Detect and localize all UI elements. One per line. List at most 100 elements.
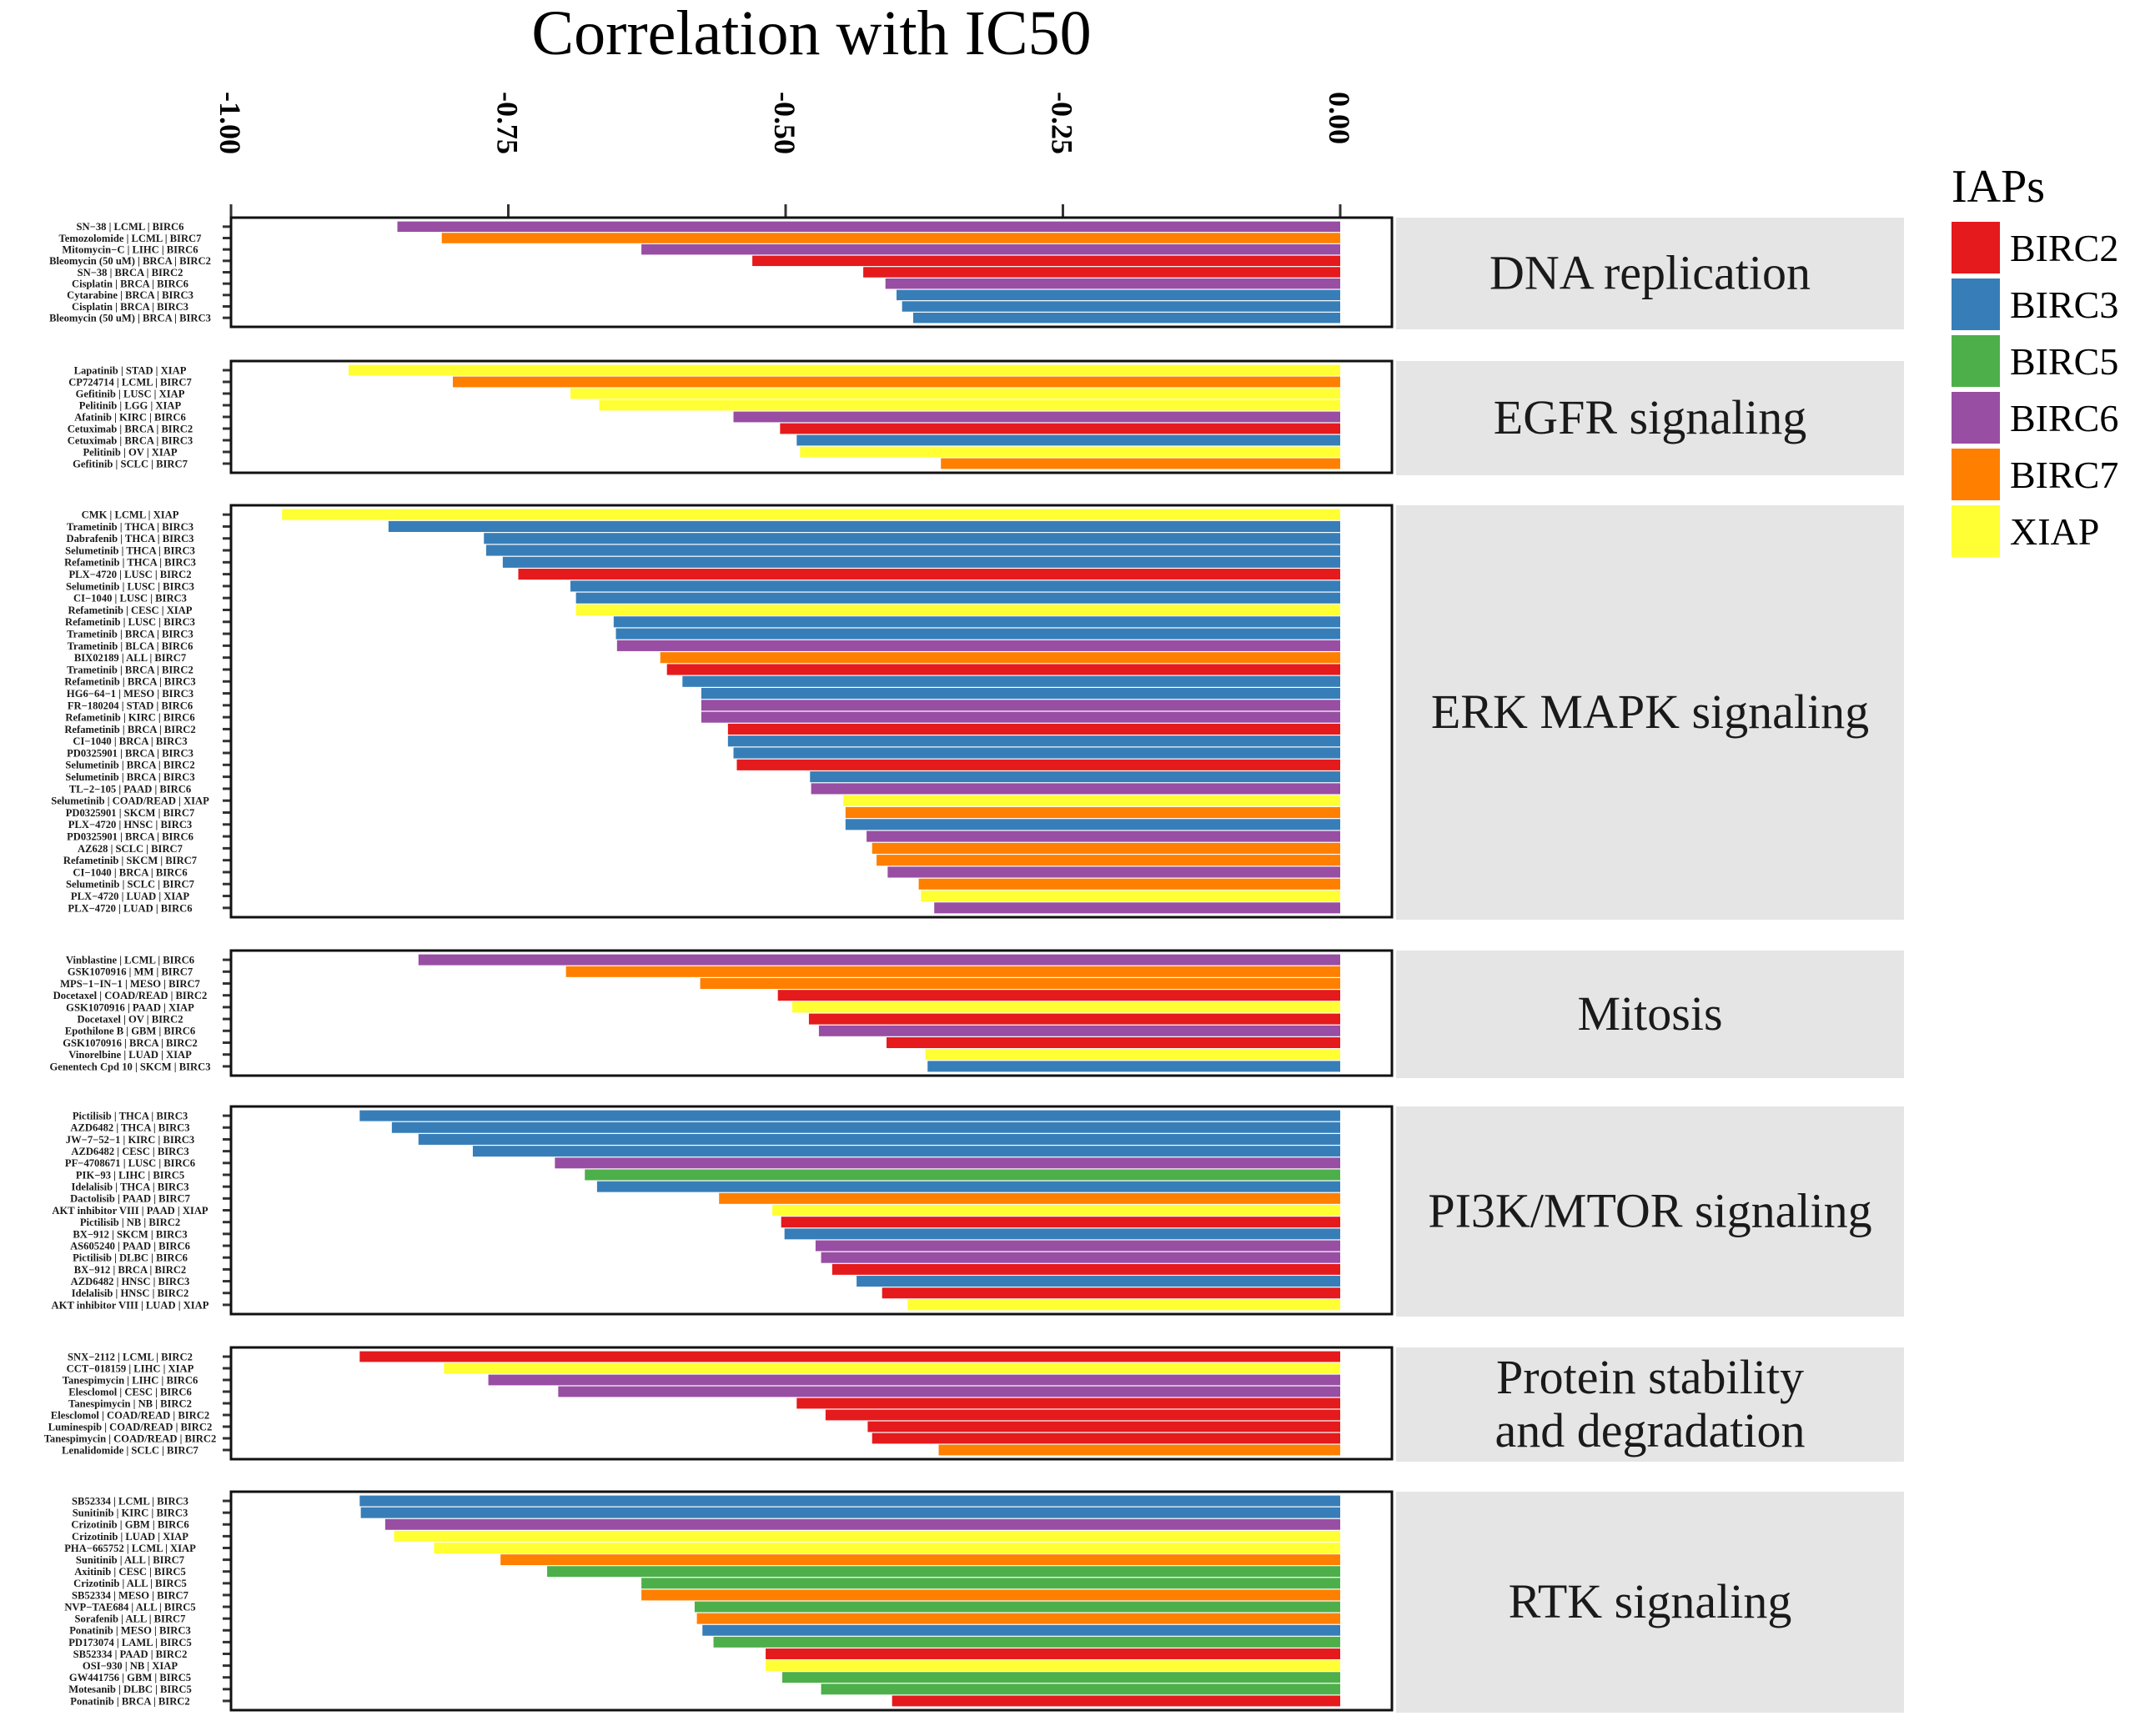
- row-label: BX−912 | BRCA | BIRC2: [74, 1264, 186, 1276]
- bar: [502, 556, 1340, 568]
- facets: DNA replication SN−38 | LCML | BIRC6Temoz…: [44, 216, 1904, 1713]
- row-label: PLX−4720 | LUAD | XIAP: [71, 891, 189, 902]
- row-label: Bleomycin (50 uM) | BRCA | BIRC3: [49, 313, 211, 324]
- row-label: Tanespimycin | NB | BIRC2: [68, 1397, 192, 1409]
- bar: [925, 1049, 1340, 1061]
- row-label: Selumetinib | LUSC | BIRC3: [66, 580, 194, 592]
- bar: [772, 1205, 1340, 1216]
- bar: [384, 1518, 1340, 1530]
- facet-strip: [1396, 951, 1904, 1078]
- panel-border: [229, 359, 1394, 474]
- row-label: Tanespimycin | LIHC | BIRC6: [63, 1374, 198, 1386]
- bar: [660, 652, 1340, 664]
- panel-border: [229, 216, 1394, 329]
- bar: [701, 700, 1340, 711]
- bar: [872, 1432, 1340, 1444]
- legend-swatch: [1952, 335, 2000, 387]
- x-tick-label: 0.00: [1323, 92, 1356, 144]
- row-label: Afatinib | KIRC | BIRC6: [74, 411, 186, 423]
- bar: [918, 878, 1340, 890]
- bar: [570, 580, 1340, 592]
- bar: [565, 966, 1340, 977]
- row-label: Motesanib | DLBC | BIRC5: [68, 1683, 192, 1695]
- bar: [941, 458, 1340, 469]
- bar: [694, 1601, 1340, 1613]
- legend-label: XIAP: [2010, 510, 2099, 553]
- x-tick-label: -0.25: [1046, 92, 1079, 154]
- row-label: Idelalisib | HNSC | BIRC2: [72, 1287, 189, 1299]
- bar: [453, 376, 1340, 388]
- row-label: SB52334 | LCML | BIRC3: [72, 1495, 188, 1507]
- row-label: SB52334 | PAAD | BIRC2: [73, 1648, 188, 1660]
- row-label: Pictilisib | THCA | BIRC3: [73, 1110, 188, 1121]
- bar: [696, 1613, 1340, 1624]
- panel-border: [229, 504, 1394, 919]
- legend-label: BIRC5: [2010, 340, 2118, 383]
- bar: [892, 1695, 1340, 1707]
- row-label: AZD6482 | HNSC | BIRC3: [71, 1276, 190, 1287]
- row-label: PD0325901 | BRCA | BIRC3: [67, 747, 193, 759]
- bar: [596, 1181, 1340, 1192]
- bar: [701, 688, 1340, 700]
- bar: [766, 1660, 1340, 1672]
- row-label: Selumetinib | BRCA | BIRC2: [65, 760, 194, 771]
- bar: [555, 1157, 1340, 1169]
- bar: [485, 544, 1340, 556]
- x-tick-label: -1.00: [214, 92, 247, 154]
- row-label: Pelitinib | OV | XIAP: [83, 446, 177, 458]
- facet-panel: EGFR signaling Lapatinib | STAD | XIAPCP7…: [68, 359, 1904, 475]
- row-label: GSK1070916 | MM | BIRC7: [68, 966, 193, 978]
- bar: [444, 1362, 1340, 1374]
- row-label: FR−180204 | STAD | BIRC6: [68, 700, 193, 711]
- row-label: Lapatinib | STAD | XIAP: [74, 364, 187, 376]
- row-label: Ponatinib | BRCA | BIRC2: [70, 1695, 189, 1707]
- bar: [845, 819, 1340, 830]
- row-label: Sunitinib | ALL | BIRC7: [76, 1554, 184, 1566]
- bar: [872, 842, 1340, 854]
- bar: [484, 533, 1340, 544]
- x-tick-label: -0.50: [768, 92, 801, 154]
- bar: [821, 1252, 1340, 1263]
- bar: [791, 1001, 1340, 1013]
- bar: [719, 1192, 1340, 1204]
- legend: IAPs BIRC2 BIRC3 BIRC5 BIRC6 BIRC7 XIAP: [1952, 161, 2118, 557]
- bar: [472, 1146, 1341, 1157]
- row-label: Temozolomide | LCML | BIRC7: [59, 233, 202, 244]
- panel-border: [229, 1346, 1394, 1461]
- row-label: Epothilone B | GBM | BIRC6: [65, 1026, 195, 1037]
- bar: [766, 1648, 1340, 1659]
- row-label: Vinblastine | LCML | BIRC6: [66, 955, 194, 966]
- bar: [902, 301, 1340, 312]
- bar: [397, 221, 1340, 233]
- row-label: AKT inhibitor VIII | LUAD | XIAP: [52, 1299, 209, 1311]
- row-label: Pictilisib | DLBC | BIRC6: [73, 1252, 188, 1264]
- bar: [558, 1386, 1340, 1397]
- legend-label: BIRC7: [2010, 454, 2118, 496]
- bar: [784, 1228, 1340, 1240]
- row-label: Cytarabine | BRCA | BIRC3: [67, 289, 193, 301]
- bar: [570, 388, 1340, 399]
- row-label: AKT inhibitor VIII | PAAD | XIAP: [52, 1205, 208, 1217]
- row-label: Lenalidomide | SCLC | BIRC7: [62, 1444, 198, 1456]
- bar: [700, 978, 1340, 989]
- bar: [811, 783, 1340, 795]
- bar: [682, 675, 1340, 687]
- row-label: SNX−2112 | LCML | BIRC2: [68, 1351, 193, 1362]
- bar: [616, 640, 1340, 651]
- row-label: GW441756 | GBM | BIRC5: [69, 1672, 191, 1683]
- bar: [500, 1554, 1340, 1566]
- facet-strip-label: PI3K/MTOR signaling: [1428, 1184, 1871, 1238]
- row-label: Trametinib | BRCA | BIRC2: [67, 664, 193, 675]
- bar: [882, 1287, 1340, 1299]
- row-label: CI−1040 | BRCA | BIRC6: [73, 866, 187, 878]
- row-label: Selumetinib | SCLC | BIRC7: [66, 879, 194, 891]
- bar: [887, 866, 1340, 878]
- bar: [599, 399, 1340, 411]
- row-label: TL−2−105 | PAAD | BIRC6: [69, 783, 191, 795]
- row-label: Pelitinib | LGG | XIAP: [79, 399, 182, 411]
- bar: [777, 990, 1340, 1001]
- row-label: JW−7−52−1 | KIRC | BIRC3: [66, 1134, 194, 1146]
- row-label: NVP−TAE684 | ALL | BIRC5: [64, 1601, 195, 1613]
